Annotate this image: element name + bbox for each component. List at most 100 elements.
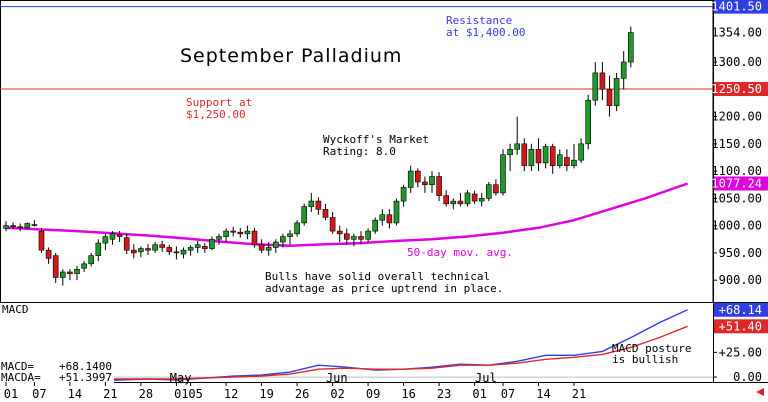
macd-tag-box bbox=[714, 302, 768, 317]
price-tick-label: 1050.00 bbox=[711, 191, 762, 205]
candle-body bbox=[493, 184, 499, 194]
candle-body bbox=[109, 233, 116, 240]
candle-body bbox=[116, 234, 123, 237]
candle-body bbox=[173, 251, 180, 254]
x-tick-label: 01 bbox=[472, 387, 486, 401]
macd-legend-value: +68.1400 bbox=[59, 360, 112, 373]
price-tag-box bbox=[714, 25, 768, 40]
moving-average-line bbox=[5, 182, 689, 248]
candle-body bbox=[138, 248, 144, 253]
candle-body bbox=[315, 200, 322, 210]
price-tick-label: 1100.00 bbox=[711, 164, 762, 178]
candle-body bbox=[3, 225, 9, 229]
price-tag-box bbox=[714, 0, 768, 14]
candle-body bbox=[237, 231, 244, 235]
macd-title: MACD bbox=[2, 303, 29, 316]
candle-body bbox=[414, 170, 421, 183]
macd-tick-label: +25.00 bbox=[719, 345, 762, 359]
candle-body bbox=[216, 236, 222, 240]
candle-body bbox=[422, 181, 428, 186]
note-annotation: Bulls have solid overall technical bbox=[265, 270, 490, 283]
candle-body bbox=[123, 237, 130, 251]
x-tick-label: 02 bbox=[330, 387, 344, 401]
candle-body bbox=[187, 247, 194, 251]
candle-body bbox=[485, 184, 492, 199]
price-tag-box bbox=[714, 82, 768, 96]
price-tick-label: 950.00 bbox=[719, 246, 762, 260]
candle-body bbox=[521, 143, 528, 166]
x-tick-label: 05 bbox=[188, 387, 202, 401]
candle-body bbox=[45, 249, 52, 259]
candle-body bbox=[571, 159, 577, 166]
candle-body bbox=[10, 225, 16, 228]
candle-body bbox=[24, 223, 31, 229]
price-tick-label: 1150.00 bbox=[711, 137, 762, 151]
candle-body bbox=[478, 198, 485, 202]
chart-title: September Palladium bbox=[180, 45, 402, 67]
candle-body bbox=[450, 200, 457, 205]
candle-body bbox=[599, 72, 606, 90]
candle-body bbox=[471, 193, 478, 202]
candle-body bbox=[514, 143, 521, 150]
support-annotation: $1,250.00 bbox=[186, 108, 246, 121]
note-annotation: advantage as price uptrend in place. bbox=[265, 282, 503, 295]
x-tick-label: 07 bbox=[32, 387, 46, 401]
candle-body bbox=[464, 192, 471, 205]
macd-tag-label: +68.14 bbox=[719, 303, 762, 317]
candle-body bbox=[556, 154, 563, 166]
x-tick-label: 28 bbox=[139, 387, 153, 401]
ma-annotation: 50-day mov. avg. bbox=[407, 246, 513, 259]
candle-body bbox=[166, 247, 173, 253]
candle-body bbox=[613, 78, 620, 106]
x-tick-label: 01 bbox=[4, 387, 18, 401]
candle-body bbox=[52, 255, 59, 278]
x-tick-label: 12 bbox=[224, 387, 238, 401]
candle-body bbox=[194, 244, 201, 248]
candle-body bbox=[159, 244, 165, 248]
candle-body bbox=[131, 249, 137, 254]
macd-legend-box bbox=[0, 358, 114, 384]
candle-body bbox=[95, 242, 102, 256]
macd-panel: MACD 0.00 +25.00 +68.14 +51.40 MACD= +68.1400 M… bbox=[0, 302, 768, 384]
candle-body bbox=[507, 148, 513, 156]
candle-body bbox=[251, 230, 258, 246]
candle-body bbox=[592, 72, 599, 101]
candle-body bbox=[223, 230, 229, 237]
candle-body bbox=[351, 236, 357, 240]
x-tick-label: 16 bbox=[401, 387, 415, 401]
price-panel: 900.00 950.00 1000.00 1050.00 1100.00 1150.00… bbox=[0, 0, 768, 382]
candle-body bbox=[336, 230, 343, 235]
macd-series-macda bbox=[5, 325, 688, 380]
candle-body bbox=[564, 157, 570, 166]
rating-annotation: Wyckoff's Market bbox=[323, 133, 429, 146]
x-month-label: Jul bbox=[475, 371, 497, 385]
candle-body bbox=[542, 146, 549, 164]
price-tick-label: 1200.00 bbox=[711, 110, 762, 124]
candle-body bbox=[407, 170, 414, 188]
candle-body bbox=[67, 271, 73, 274]
candle-body bbox=[88, 255, 94, 265]
candle-body bbox=[429, 176, 435, 186]
macd-legend-value: +51.3997 bbox=[59, 371, 112, 384]
candle-body bbox=[294, 222, 300, 235]
x-tick-label: 14 bbox=[536, 387, 550, 401]
candle-body bbox=[386, 214, 393, 224]
candle-body bbox=[620, 61, 627, 79]
candle-body bbox=[244, 230, 251, 235]
macd-note: MACD posture bbox=[612, 342, 691, 355]
candle-body bbox=[400, 187, 407, 202]
candle-body bbox=[74, 268, 80, 274]
x-tick-label: 21 bbox=[572, 387, 586, 401]
candle-body bbox=[372, 219, 379, 232]
resistance-annotation: Resistance bbox=[446, 14, 512, 27]
candle-body bbox=[230, 230, 236, 233]
price-tag-label: 1077.24 bbox=[711, 177, 762, 191]
candle-body bbox=[393, 200, 400, 224]
candle-body bbox=[102, 236, 109, 244]
candle-body bbox=[308, 200, 315, 207]
candle-body bbox=[443, 195, 450, 205]
price-tag-box bbox=[714, 176, 768, 191]
price-tick-label: 1000.00 bbox=[711, 219, 762, 233]
candle-body bbox=[578, 143, 584, 161]
